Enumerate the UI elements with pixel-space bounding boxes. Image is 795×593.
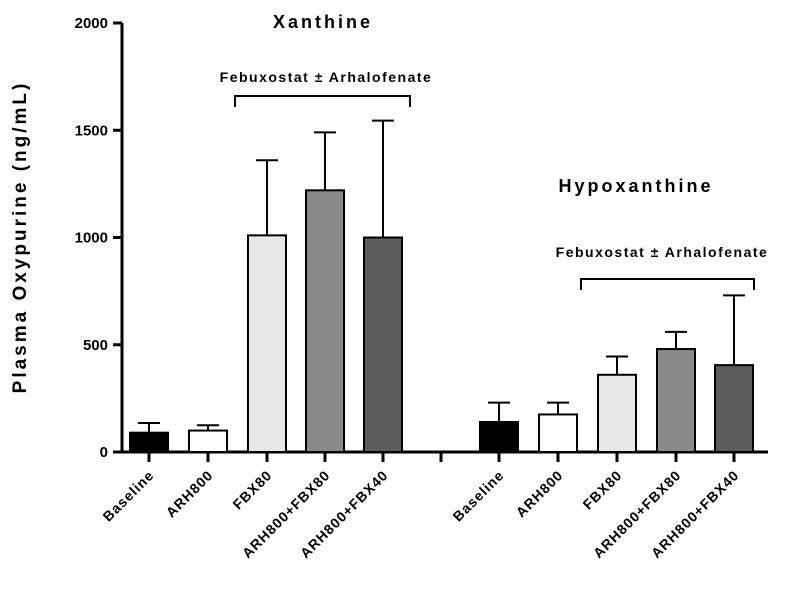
bracket xyxy=(580,278,755,290)
y-axis-title: Plasma Oxypurine (ng/mL) xyxy=(10,81,31,394)
x-category-label: Baseline xyxy=(449,467,507,525)
bracket-label: Febuxostat ± Arhalofenate xyxy=(220,69,433,85)
x-category-label: Baseline xyxy=(99,467,157,525)
bar xyxy=(305,189,345,453)
group-title: Xanthine xyxy=(273,12,373,32)
bar xyxy=(363,236,403,453)
y-tick-label: 1500 xyxy=(75,122,108,139)
bracket-label: Febuxostat ± Arhalofenate xyxy=(556,244,769,260)
x-category-label: FBX80 xyxy=(229,467,275,513)
bar xyxy=(247,234,287,453)
y-tick-label: 1000 xyxy=(75,230,108,247)
bar xyxy=(714,364,754,453)
y-tick-label: 500 xyxy=(83,337,108,354)
y-tick-label: 0 xyxy=(100,444,108,461)
bar xyxy=(538,413,578,453)
y-tick-label: 2000 xyxy=(75,15,108,32)
bar xyxy=(188,429,228,453)
x-category-label: FBX80 xyxy=(579,467,625,513)
bar xyxy=(479,420,519,454)
group-title: Hypoxanthine xyxy=(558,176,713,196)
bar xyxy=(129,431,169,454)
bracket xyxy=(234,95,411,107)
bar xyxy=(656,348,696,454)
x-category-label: ARH800 xyxy=(163,467,217,521)
bar xyxy=(597,373,637,453)
x-category-label: ARH800 xyxy=(513,467,567,521)
